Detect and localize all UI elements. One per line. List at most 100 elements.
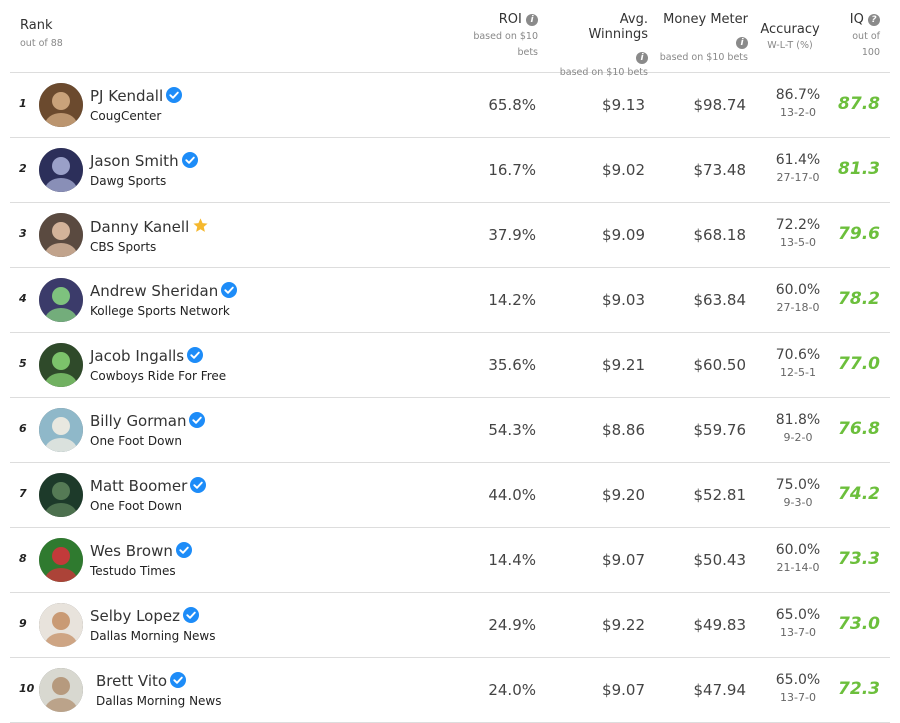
avatar[interactable]: [39, 668, 83, 712]
iq-score: 77.0: [838, 354, 880, 374]
verified-icon: [170, 672, 187, 692]
avatar[interactable]: [39, 473, 83, 517]
roi-value: 16.7%: [488, 161, 536, 179]
rank-number: 4: [19, 292, 27, 305]
accuracy-column-header[interactable]: Accuracy W-L-T (%): [760, 22, 820, 51]
expert-name[interactable]: Selby Lopez: [90, 607, 216, 627]
avatar[interactable]: [39, 538, 83, 582]
expert-site: Dallas Morning News: [96, 694, 222, 708]
info-icon[interactable]: i: [736, 37, 748, 49]
verified-icon: [166, 87, 183, 107]
verified-icon: [221, 282, 238, 302]
iq-score: 79.6: [838, 224, 880, 244]
verified-icon: [187, 347, 204, 367]
roi-column-header[interactable]: ROI i based on $10 bets: [473, 12, 538, 58]
verified-icon: [190, 477, 207, 497]
iq-score: 76.8: [838, 419, 880, 439]
expert-name[interactable]: Billy Gorman: [90, 412, 206, 432]
avatar[interactable]: [39, 343, 83, 387]
accuracy-record: 13-7-0: [780, 691, 816, 704]
avg-winnings-value: $9.07: [602, 551, 645, 569]
avatar[interactable]: [39, 83, 83, 127]
expert-name[interactable]: Andrew Sheridan: [90, 282, 238, 302]
table-row[interactable]: 9 Selby Lopez Dallas Morning News 24.9% …: [10, 593, 890, 658]
money-meter-value: $98.74: [693, 96, 747, 114]
expert-site: CougCenter: [90, 109, 162, 123]
accuracy-record: 13-2-0: [780, 106, 816, 119]
table-row[interactable]: 8 Wes Brown Testudo Times 14.4% $9.07 $5…: [10, 528, 890, 593]
iq-score: 74.2: [838, 484, 880, 504]
expert-name[interactable]: PJ Kendall: [90, 87, 183, 107]
money-meter-value: $50.43: [693, 551, 747, 569]
accuracy-record: 27-18-0: [776, 301, 820, 314]
avg-winnings-value: $9.02: [602, 161, 645, 179]
expert-name[interactable]: Wes Brown: [90, 542, 192, 562]
money-meter-value: $59.76: [693, 421, 747, 439]
accuracy-percent: 86.7%: [775, 87, 821, 103]
accuracy-record: 13-7-0: [780, 626, 816, 639]
avg-winnings-value: $9.20: [602, 486, 645, 504]
expert-name[interactable]: Brett Vito: [96, 672, 222, 692]
accuracy-percent: 61.4%: [775, 152, 821, 168]
table-row[interactable]: 5 Jacob Ingalls Cowboys Ride For Free 35…: [10, 333, 890, 398]
expert-site: Cowboys Ride For Free: [90, 369, 227, 383]
money-meter-value: $52.81: [693, 486, 747, 504]
table-body: 1 PJ Kendall CougCenter 65.8% $9.13 $98.…: [10, 73, 890, 723]
accuracy-record: 21-14-0: [776, 561, 820, 574]
verified-icon: [189, 412, 206, 432]
table-row[interactable]: 6 Billy Gorman One Foot Down 54.3% $8.86…: [10, 398, 890, 463]
avg-winnings-value: $9.07: [602, 681, 645, 699]
iq-column-header[interactable]: IQ ? out of 100: [849, 12, 880, 58]
table-header: Rank out of 88 ROI i based on $10 bets A…: [10, 0, 890, 78]
rank-number: 10: [19, 682, 35, 695]
avatar[interactable]: [39, 148, 83, 192]
avatar[interactable]: [39, 213, 83, 257]
rank-number: 2: [19, 162, 27, 175]
avatar[interactable]: [39, 603, 83, 647]
avg-winnings-value: $9.09: [602, 226, 645, 244]
expert-name[interactable]: Danny Kanell: [90, 217, 209, 238]
info-icon[interactable]: i: [526, 14, 538, 26]
expert-name[interactable]: Jacob Ingalls: [90, 347, 226, 367]
accuracy-record: 9-2-0: [783, 431, 813, 444]
money-meter-value: $60.50: [693, 356, 747, 374]
iq-score: 73.3: [838, 549, 880, 569]
expert-name[interactable]: Jason Smith: [90, 152, 198, 172]
table-row[interactable]: 10 Brett Vito Dallas Morning News 24.0% …: [10, 658, 890, 723]
rank-number: 3: [19, 227, 27, 240]
accuracy-record: 13-5-0: [780, 236, 816, 249]
expert-site: Dawg Sports: [90, 174, 167, 188]
rank-number: 8: [19, 552, 27, 565]
expert-site: One Foot Down: [90, 434, 182, 448]
table-row[interactable]: 1 PJ Kendall CougCenter 65.8% $9.13 $98.…: [10, 73, 890, 138]
iq-score: 78.2: [838, 289, 880, 309]
expert-site: Dallas Morning News: [90, 629, 216, 643]
avg-winnings-column-header[interactable]: Avg. Winnings i based on $10 bets: [559, 12, 648, 78]
table-row[interactable]: 3 Danny Kanell CBS Sports 37.9% $9.09 $6…: [10, 203, 890, 268]
help-icon[interactable]: ?: [868, 14, 880, 26]
roi-value: 14.4%: [488, 551, 536, 569]
roi-value: 44.0%: [488, 486, 536, 504]
avatar[interactable]: [39, 278, 83, 322]
table-row[interactable]: 7 Matt Boomer One Foot Down 44.0% $9.20 …: [10, 463, 890, 528]
money-meter-value: $47.94: [693, 681, 747, 699]
rank-number: 7: [19, 487, 27, 500]
info-icon[interactable]: i: [636, 52, 648, 64]
table-row[interactable]: 4 Andrew Sheridan Kollege Sports Network…: [10, 268, 890, 333]
expert-site: CBS Sports: [90, 240, 157, 254]
money-meter-column-header[interactable]: Money Meter i based on $10 bets: [659, 12, 748, 63]
iq-score: 73.0: [838, 614, 880, 634]
rank-column-header[interactable]: Rank out of 88: [20, 18, 63, 49]
avg-winnings-value: $9.22: [602, 616, 645, 634]
star-icon: [192, 217, 209, 238]
table-row[interactable]: 2 Jason Smith Dawg Sports 16.7% $9.02 $7…: [10, 138, 890, 203]
rank-number: 6: [19, 422, 27, 435]
iq-score: 87.8: [838, 94, 880, 114]
avatar[interactable]: [39, 408, 83, 452]
verified-icon: [181, 152, 198, 172]
leaderboard-table: Rank out of 88 ROI i based on $10 bets A…: [10, 0, 890, 723]
rank-number: 1: [19, 97, 27, 110]
roi-value: 24.0%: [488, 681, 536, 699]
expert-name[interactable]: Matt Boomer: [90, 477, 207, 497]
verified-icon: [175, 542, 192, 562]
